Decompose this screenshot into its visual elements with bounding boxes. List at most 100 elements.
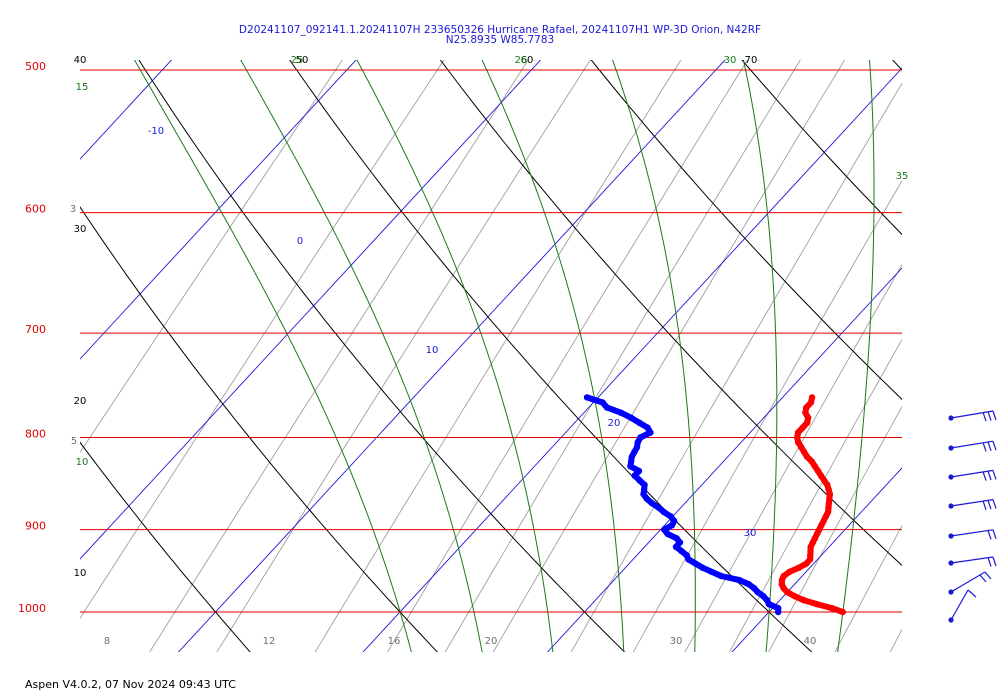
chart-title: D20241107_092141.1.20241107H 233650326 H… <box>238 24 762 36</box>
isotherm-line <box>731 467 902 652</box>
pressure-tick-label: 1000 <box>18 602 46 615</box>
dewpoint-point <box>631 472 638 479</box>
moist-adiabat-line <box>742 60 778 652</box>
mixing-ratio-line <box>80 60 445 620</box>
dewpoint-point <box>660 508 667 516</box>
wind-barb <box>948 571 992 595</box>
isotherm-label: -10 <box>148 126 164 137</box>
temperature-point <box>839 608 846 616</box>
dewpoint-point <box>775 604 782 612</box>
dewpoint-point <box>634 439 641 446</box>
dewpoint-point <box>583 394 591 401</box>
wind-barb <box>948 440 997 452</box>
dewpoint-point <box>667 513 674 520</box>
dry-adiabat-line <box>138 60 626 652</box>
mixing-ratio-line <box>632 179 902 652</box>
chart-labels: 500 600 700 800 900 1000 -10 0 10 20 30 40 50 60 70 30 2… <box>18 55 908 647</box>
dry-adiabat-label: 10 <box>74 568 87 579</box>
mixing-ratio-line <box>216 60 591 652</box>
temperature-point <box>807 399 815 406</box>
mixing-ratio-label: 30 <box>670 636 683 647</box>
mixing-ratio-label: 12 <box>263 636 276 647</box>
temperature-point <box>791 593 798 600</box>
pressure-tick-label: 900 <box>25 520 46 533</box>
mixing-ratio-line <box>889 628 902 652</box>
moist-adiabat-line <box>356 60 554 652</box>
mixing-ratio-label: 5 <box>71 436 77 447</box>
dewpoint-point <box>637 434 644 441</box>
dewpoint-point <box>647 429 654 436</box>
dewpoint-point <box>631 448 638 456</box>
moist-adiabat-line <box>612 60 696 652</box>
dewpoint-point <box>617 409 625 416</box>
dewpoint-point <box>644 424 651 431</box>
dry-adiabat-label: 50 <box>296 55 309 66</box>
dewpoint-point <box>633 444 641 451</box>
moist-adiabat-label: 15 <box>76 82 89 93</box>
temperature-point <box>804 414 812 421</box>
pressure-tick-label: 500 <box>25 60 46 73</box>
isotherm-lines <box>80 60 902 652</box>
dewpoint-point <box>678 547 685 555</box>
chart-subtitle: N25.8935 W85.7783 <box>445 34 555 46</box>
temperature-point <box>803 453 811 460</box>
isotherm-line <box>80 60 542 560</box>
dewpoint-point <box>750 585 758 592</box>
mixing-ratio-line <box>684 263 902 652</box>
moist-adiabat-line <box>981 22 1000 658</box>
dewpoint-point <box>670 517 678 525</box>
temperature-point <box>798 444 805 451</box>
temperature-point <box>808 394 816 401</box>
dewpoint-point <box>603 404 611 411</box>
mixing-ratio-line <box>570 82 902 652</box>
temperature-point <box>804 419 811 426</box>
temperature-point <box>800 448 808 456</box>
dewpoint-point <box>655 504 662 511</box>
dewpoint-point <box>628 453 635 460</box>
temperature-point <box>817 472 825 479</box>
isotherm-label: 10 <box>426 345 439 356</box>
moist-adiabat-label: 30 <box>724 55 737 66</box>
mixing-ratio-line <box>492 60 846 652</box>
software-footer: Aspen V4.0.2, 07 Nov 2024 09:43 UTC <box>25 678 236 691</box>
temperature-point <box>814 467 822 475</box>
pressure-tick-label: 800 <box>25 428 46 441</box>
dewpoint-point <box>672 543 680 550</box>
dry-adiabat-line <box>741 60 902 236</box>
dewpoint-point <box>661 526 668 533</box>
wind-barb <box>948 410 997 422</box>
moist-adiabat-line <box>837 60 875 652</box>
mixing-ratio-lines <box>80 60 902 652</box>
temperature-point <box>794 429 802 436</box>
wind-barb <box>948 589 977 623</box>
isotherm-label: 0 <box>297 236 303 247</box>
isotherm-line <box>546 267 902 652</box>
temperature-point <box>813 600 820 608</box>
dry-adiabat-line <box>892 60 902 71</box>
temperature-point <box>811 463 819 470</box>
temperature-point <box>828 604 835 612</box>
dry-adiabat-line <box>590 60 902 401</box>
moist-adiabat-label: 10 <box>76 457 89 468</box>
dewpoint-point <box>717 572 725 580</box>
isotherm-label: 20 <box>608 418 621 429</box>
dewpoint-point <box>635 467 643 475</box>
temperature-point <box>795 439 802 446</box>
isotherm-line <box>80 60 173 160</box>
dry-adiabat-label: 40 <box>74 55 87 66</box>
pressure-tick-label: 700 <box>25 323 46 336</box>
mixing-ratio-label: 20 <box>485 636 498 647</box>
dewpoint-point <box>692 560 699 567</box>
wind-barb <box>948 529 997 540</box>
mixing-ratio-label: 8 <box>104 636 110 647</box>
dewpoint-point <box>636 419 643 426</box>
temperature-point <box>820 477 828 484</box>
sounding-profiles <box>583 394 846 616</box>
dewpoint-profile-line <box>584 394 782 615</box>
dewpoint-point <box>745 580 752 588</box>
dewpoint-point <box>760 593 767 600</box>
wind-barb <box>948 499 997 510</box>
dewpoint-point <box>627 463 634 470</box>
mixing-ratio-line <box>834 524 902 652</box>
dry-adiabat-label: 20 <box>74 396 87 407</box>
